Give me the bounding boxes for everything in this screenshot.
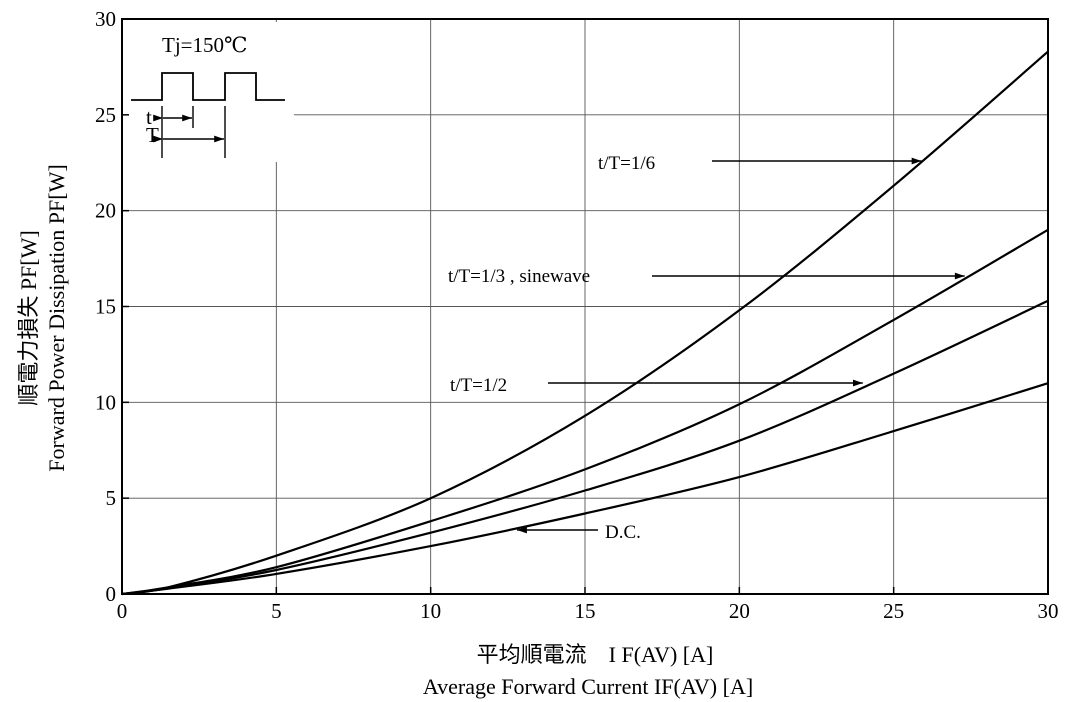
y-axis-label-jp: 順電力損失 PF[W] [16, 230, 41, 405]
y-tick-label-15: 15 [95, 295, 116, 319]
curves [121, 50, 1049, 596]
x-tick-label-20: 20 [729, 599, 750, 623]
y-tick-label-5: 5 [106, 486, 117, 510]
x-tick-label-0: 0 [117, 599, 128, 623]
grid [122, 19, 1048, 594]
series-line-2 [121, 299, 1049, 596]
x-tick-label-30: 30 [1038, 599, 1059, 623]
x-tick-label-10: 10 [420, 599, 441, 623]
x-axis-label-jp: 平均順電流 I F(AV) [A] [477, 642, 714, 667]
series-line-1 [121, 228, 1049, 596]
tick-labels: 0 5 10 15 20 25 30 0 5 10 15 20 25 30 [95, 7, 1059, 623]
x-axis-label-en: Average Forward Current IF(AV) [A] [423, 674, 753, 699]
series-line-0 [121, 50, 1049, 596]
y-tick-label-25: 25 [95, 103, 116, 127]
axes [121, 18, 1049, 595]
series-line-3 [121, 382, 1049, 596]
y-tick-label-0: 0 [106, 582, 117, 606]
x-tick-label-5: 5 [271, 599, 282, 623]
x-tick-label-15: 15 [575, 599, 596, 623]
y-axis-label-en: Forward Power Dissipation PF[W] [44, 164, 69, 471]
inset-T-label: T [146, 123, 159, 147]
pulse-waveform [131, 72, 285, 101]
inset-t-label: t [146, 105, 152, 129]
y-tick-label-10: 10 [95, 390, 116, 414]
pulse-waveform-inset [124, 22, 294, 162]
annotations: t/T=1/6 t/T=1/3 , sinewave t/T=1/2 D.C. [448, 153, 965, 543]
x-tick-label-25: 25 [883, 599, 904, 623]
y-tick-label-20: 20 [95, 199, 116, 223]
annotation-label-2: t/T=1/2 [450, 375, 507, 396]
inset-tj-label: Tj=150℃ [162, 33, 248, 57]
y-tick-label-30: 30 [95, 7, 116, 31]
annotation-label-0: t/T=1/6 [598, 153, 655, 174]
annotation-label-1: t/T=1/3 , sinewave [448, 266, 590, 287]
annotation-label-3: D.C. [605, 522, 641, 543]
